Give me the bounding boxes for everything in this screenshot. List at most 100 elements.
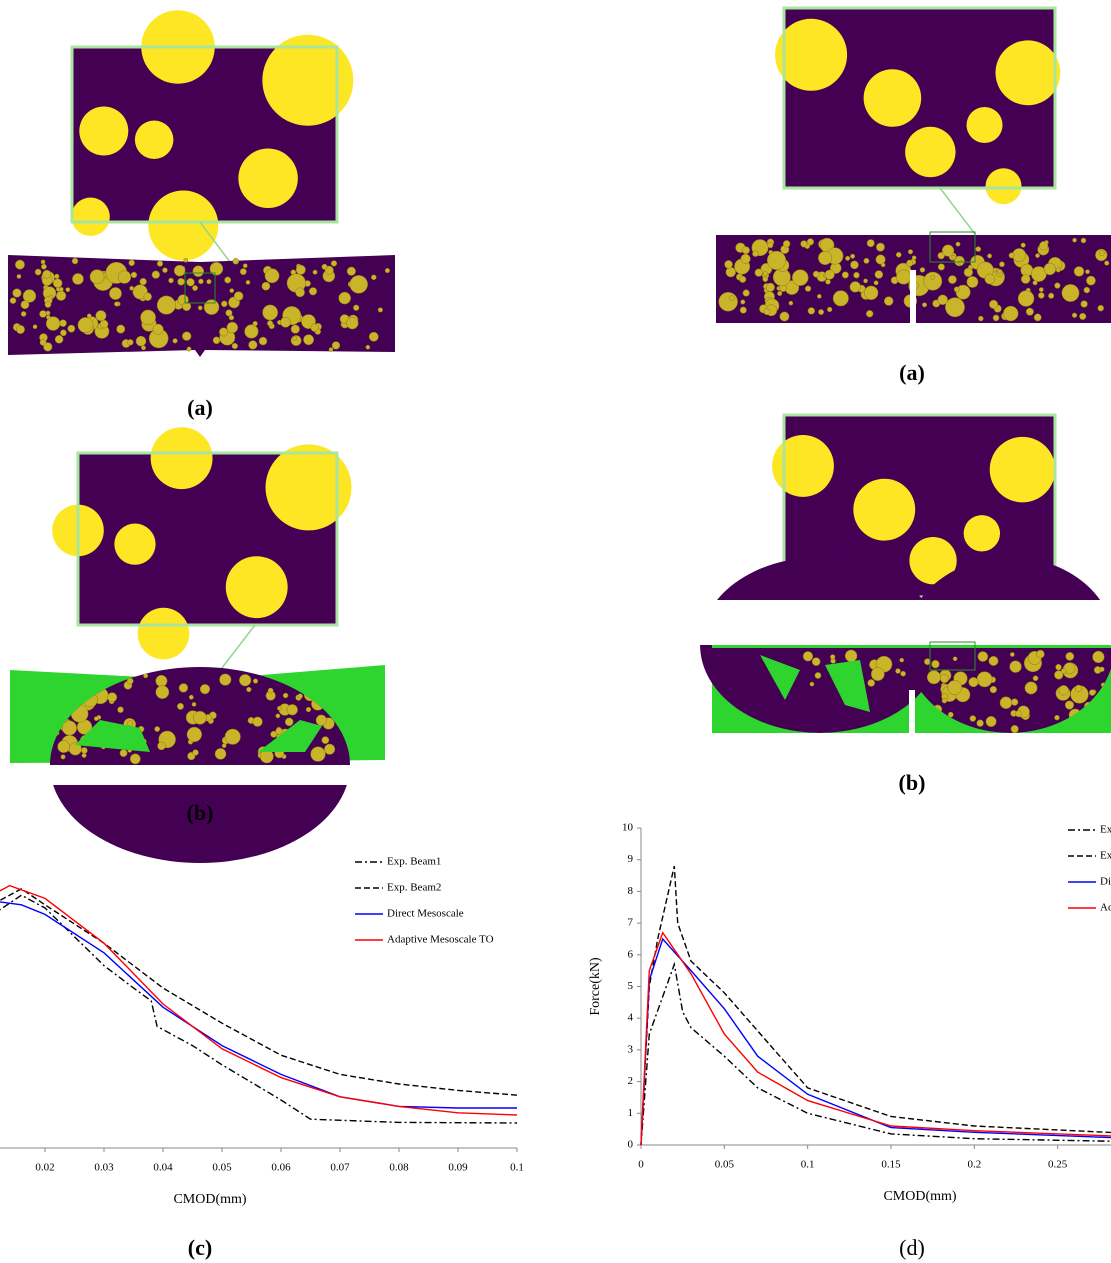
aggregate <box>204 300 219 315</box>
aggregate <box>768 243 773 248</box>
aggregate <box>187 727 202 742</box>
page: (a) (b) (c) (a) (b) (d) 0.020.030.040.05… <box>0 0 1111 1263</box>
aggregate <box>1035 253 1039 257</box>
aggregate <box>1056 268 1061 273</box>
aggregate <box>1009 253 1014 258</box>
aggregate <box>1086 276 1095 285</box>
aggregate <box>182 332 191 341</box>
aggregate <box>993 315 999 321</box>
aggregate <box>953 657 957 661</box>
notch <box>910 270 916 325</box>
aggregate <box>867 239 874 246</box>
aggregate <box>866 310 873 317</box>
aggregate <box>296 265 305 274</box>
aggregate <box>311 324 319 332</box>
aggregate <box>371 275 376 280</box>
aggregate <box>152 271 160 279</box>
x-tick-label: 0.05 <box>212 1162 232 1174</box>
aggregate <box>131 272 137 278</box>
aggregate <box>10 298 16 304</box>
aggregate <box>53 279 62 288</box>
x-tick-label: 0.1 <box>801 1159 815 1171</box>
aggregate <box>938 295 948 305</box>
aggregate <box>59 287 63 291</box>
aggregate <box>21 301 29 309</box>
aggregate <box>87 314 91 318</box>
aggregate <box>43 343 52 352</box>
aggregate <box>71 198 110 237</box>
aggregate <box>66 288 70 292</box>
aggregate <box>262 282 270 290</box>
aggregate <box>969 677 979 687</box>
aggregate <box>942 245 954 257</box>
aggregate <box>1093 651 1105 663</box>
aggregate <box>896 252 901 257</box>
aggregate <box>35 269 41 275</box>
y-tick-label: 0 <box>628 1139 634 1151</box>
aggregate <box>967 276 978 287</box>
aggregate <box>346 317 358 329</box>
aggregate <box>752 251 758 257</box>
aggregate <box>309 287 317 295</box>
aggregate <box>763 271 767 275</box>
aggregate <box>331 261 337 267</box>
aggregate <box>100 320 108 328</box>
aggregate <box>156 686 169 699</box>
aggregate <box>830 655 835 660</box>
aggregate <box>989 656 998 665</box>
aggregate <box>138 608 190 660</box>
aggregate <box>1081 301 1088 308</box>
x-tick-label: 0.02 <box>35 1162 54 1174</box>
y-tick-label: 4 <box>628 1012 634 1024</box>
aggregate <box>1085 270 1089 274</box>
aggregate <box>959 260 964 265</box>
aggregate <box>996 40 1061 105</box>
aggregate <box>306 707 311 712</box>
y-tick-label: 3 <box>628 1043 634 1055</box>
aggregate <box>221 301 227 307</box>
aggregate <box>1074 266 1084 276</box>
aggregate <box>33 325 37 329</box>
aggregate <box>324 744 335 755</box>
aggregate <box>255 670 259 674</box>
panel-label: (c) <box>188 1235 212 1260</box>
aggregate <box>896 669 901 674</box>
aggregate <box>178 278 185 285</box>
aggregate <box>990 686 997 693</box>
x-tick-label: 0.2 <box>967 1159 981 1171</box>
mask <box>0 765 400 785</box>
aggregate <box>291 325 300 334</box>
aggregate <box>920 267 925 272</box>
aggregate <box>1081 238 1086 243</box>
aggregate <box>246 280 250 284</box>
aggregate <box>174 265 185 276</box>
aggregate <box>268 688 273 693</box>
aggregate <box>964 268 973 277</box>
aggregate <box>79 107 128 156</box>
y-tick-label: 10 <box>622 822 634 834</box>
aggregate <box>225 277 231 283</box>
aggregate <box>978 316 983 321</box>
aggregate <box>287 704 298 715</box>
aggregate <box>207 279 212 284</box>
aggregate <box>729 296 734 301</box>
aggregate <box>39 310 46 317</box>
aggregate <box>948 712 953 717</box>
simulation-images <box>0 8 1111 863</box>
aggregate <box>200 684 210 694</box>
aggregate <box>136 336 146 346</box>
aggregate <box>117 325 125 333</box>
aggregate <box>876 255 885 264</box>
aggregate <box>60 320 67 327</box>
aggregate <box>293 336 297 340</box>
aggregate <box>238 149 298 209</box>
aggregate <box>740 307 746 313</box>
aggregate <box>43 270 51 278</box>
aggregate <box>777 291 782 296</box>
aggregate <box>864 279 868 283</box>
aggregate <box>999 262 1004 267</box>
aggregate <box>1055 715 1060 720</box>
aggregate <box>13 289 22 298</box>
panel-label: (a) <box>187 395 213 420</box>
aggregate <box>780 312 789 321</box>
